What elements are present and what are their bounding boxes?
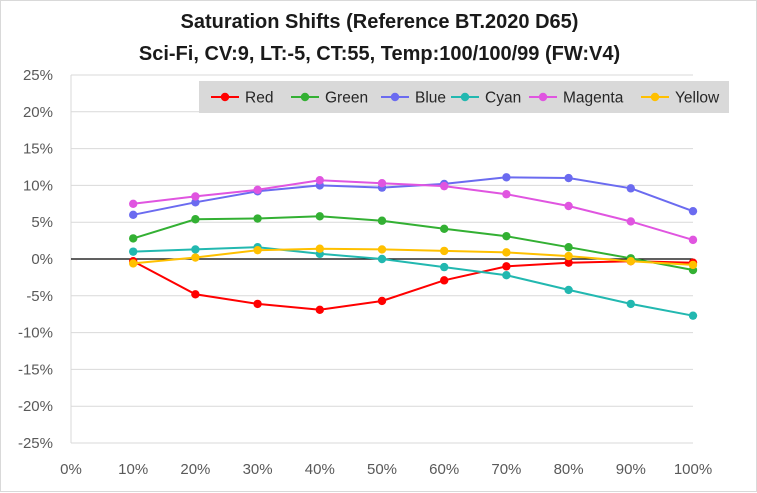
data-point-cyan xyxy=(626,299,635,309)
data-point-blue xyxy=(502,173,511,182)
data-point-magenta xyxy=(564,201,573,211)
chart-subtitle: Sci-Fi, CV:9, LT:-5, CT:55, Temp:100/100… xyxy=(138,43,621,65)
x-tick-label: 40% xyxy=(305,461,335,478)
y-tick-label: 20% xyxy=(23,104,53,121)
series-line-cyan xyxy=(133,246,694,317)
x-tick-label: 100% xyxy=(674,461,712,478)
data-point-cyan xyxy=(191,245,200,254)
legend-label-magenta: Magenta xyxy=(563,90,624,107)
data-point-yellow xyxy=(564,251,573,261)
data-point-yellow xyxy=(129,259,138,268)
data-point-yellow xyxy=(315,244,324,253)
data-point-blue xyxy=(129,210,138,220)
legend-marker-blue xyxy=(390,92,400,102)
data-point-blue xyxy=(191,198,200,207)
y-tick-label: -15% xyxy=(18,361,53,378)
data-point-yellow xyxy=(626,257,635,266)
y-tick-label: 10% xyxy=(23,177,53,194)
y-tick-label: 25% xyxy=(23,67,53,84)
data-point-blue xyxy=(626,184,635,193)
series-line-green xyxy=(132,215,694,271)
y-tick-label: 15% xyxy=(23,141,53,158)
data-point-yellow xyxy=(440,246,449,256)
data-point-magenta xyxy=(377,178,387,188)
data-point-green xyxy=(315,212,324,221)
data-point-red xyxy=(191,290,200,299)
chart-title: Saturation Shifts (Reference BT.2020 D65… xyxy=(180,11,579,33)
data-point-red xyxy=(502,262,511,271)
y-tick-label: -10% xyxy=(18,325,53,342)
series-line-red xyxy=(132,260,694,311)
data-point-cyan xyxy=(688,311,698,320)
x-tick-label: 50% xyxy=(367,461,397,478)
legend-marker-cyan xyxy=(460,92,470,102)
y-tick-label: -25% xyxy=(18,435,53,452)
data-point-magenta xyxy=(626,217,635,226)
series-line-magenta xyxy=(133,179,694,241)
legend-label-yellow: Yellow xyxy=(675,90,720,107)
data-point-yellow xyxy=(253,245,262,255)
data-point-magenta xyxy=(253,185,262,195)
data-point-green xyxy=(377,216,387,225)
series-line-blue xyxy=(133,176,694,216)
x-tick-label: 30% xyxy=(243,461,273,478)
data-point-blue xyxy=(688,206,698,216)
data-point-green xyxy=(191,215,200,224)
data-point-cyan xyxy=(564,285,573,295)
data-point-magenta xyxy=(502,190,511,199)
data-point-green xyxy=(129,234,138,243)
y-tick-label: -20% xyxy=(18,398,53,415)
series-line-yellow xyxy=(133,247,694,266)
data-point-magenta xyxy=(129,199,138,208)
data-point-green xyxy=(564,243,573,252)
data-point-magenta xyxy=(688,235,698,245)
data-point-yellow xyxy=(688,260,698,270)
legend-label-red: Red xyxy=(245,90,273,107)
x-tick-label: 10% xyxy=(118,461,148,478)
data-point-red xyxy=(564,258,573,267)
x-tick-label: 20% xyxy=(180,461,210,478)
y-tick-label: 5% xyxy=(31,214,53,231)
data-point-yellow xyxy=(502,248,511,257)
y-tick-label: -5% xyxy=(26,288,53,305)
y-tick-label: 0% xyxy=(31,251,53,268)
data-point-magenta xyxy=(191,192,200,201)
data-point-red xyxy=(253,299,262,309)
data-point-magenta xyxy=(440,181,449,191)
legend-marker-red xyxy=(220,92,230,102)
data-point-cyan xyxy=(129,247,138,256)
data-point-cyan xyxy=(377,254,387,264)
legend-label-blue: Blue xyxy=(415,90,446,107)
data-point-red xyxy=(377,296,387,306)
legend-marker-green xyxy=(300,92,310,102)
x-tick-label: 70% xyxy=(491,461,521,478)
data-point-green xyxy=(253,214,262,223)
data-point-red xyxy=(440,276,449,285)
data-point-green xyxy=(440,224,449,234)
data-point-yellow xyxy=(191,253,200,262)
legend-label-cyan: Cyan xyxy=(485,90,521,107)
x-tick-label: 80% xyxy=(554,461,584,478)
legend-label-green: Green xyxy=(325,90,368,107)
data-point-cyan xyxy=(502,270,511,280)
data-point-blue xyxy=(564,173,573,183)
legend-marker-magenta xyxy=(538,92,548,102)
data-point-yellow xyxy=(377,245,387,254)
data-point-magenta xyxy=(315,176,324,185)
data-point-red xyxy=(315,305,324,314)
legend-marker-yellow xyxy=(650,92,660,102)
x-tick-label: 90% xyxy=(616,461,646,478)
data-point-cyan xyxy=(440,262,449,272)
x-tick-label: 60% xyxy=(429,461,459,478)
data-point-green xyxy=(502,231,511,241)
x-tick-label: 0% xyxy=(60,461,82,478)
